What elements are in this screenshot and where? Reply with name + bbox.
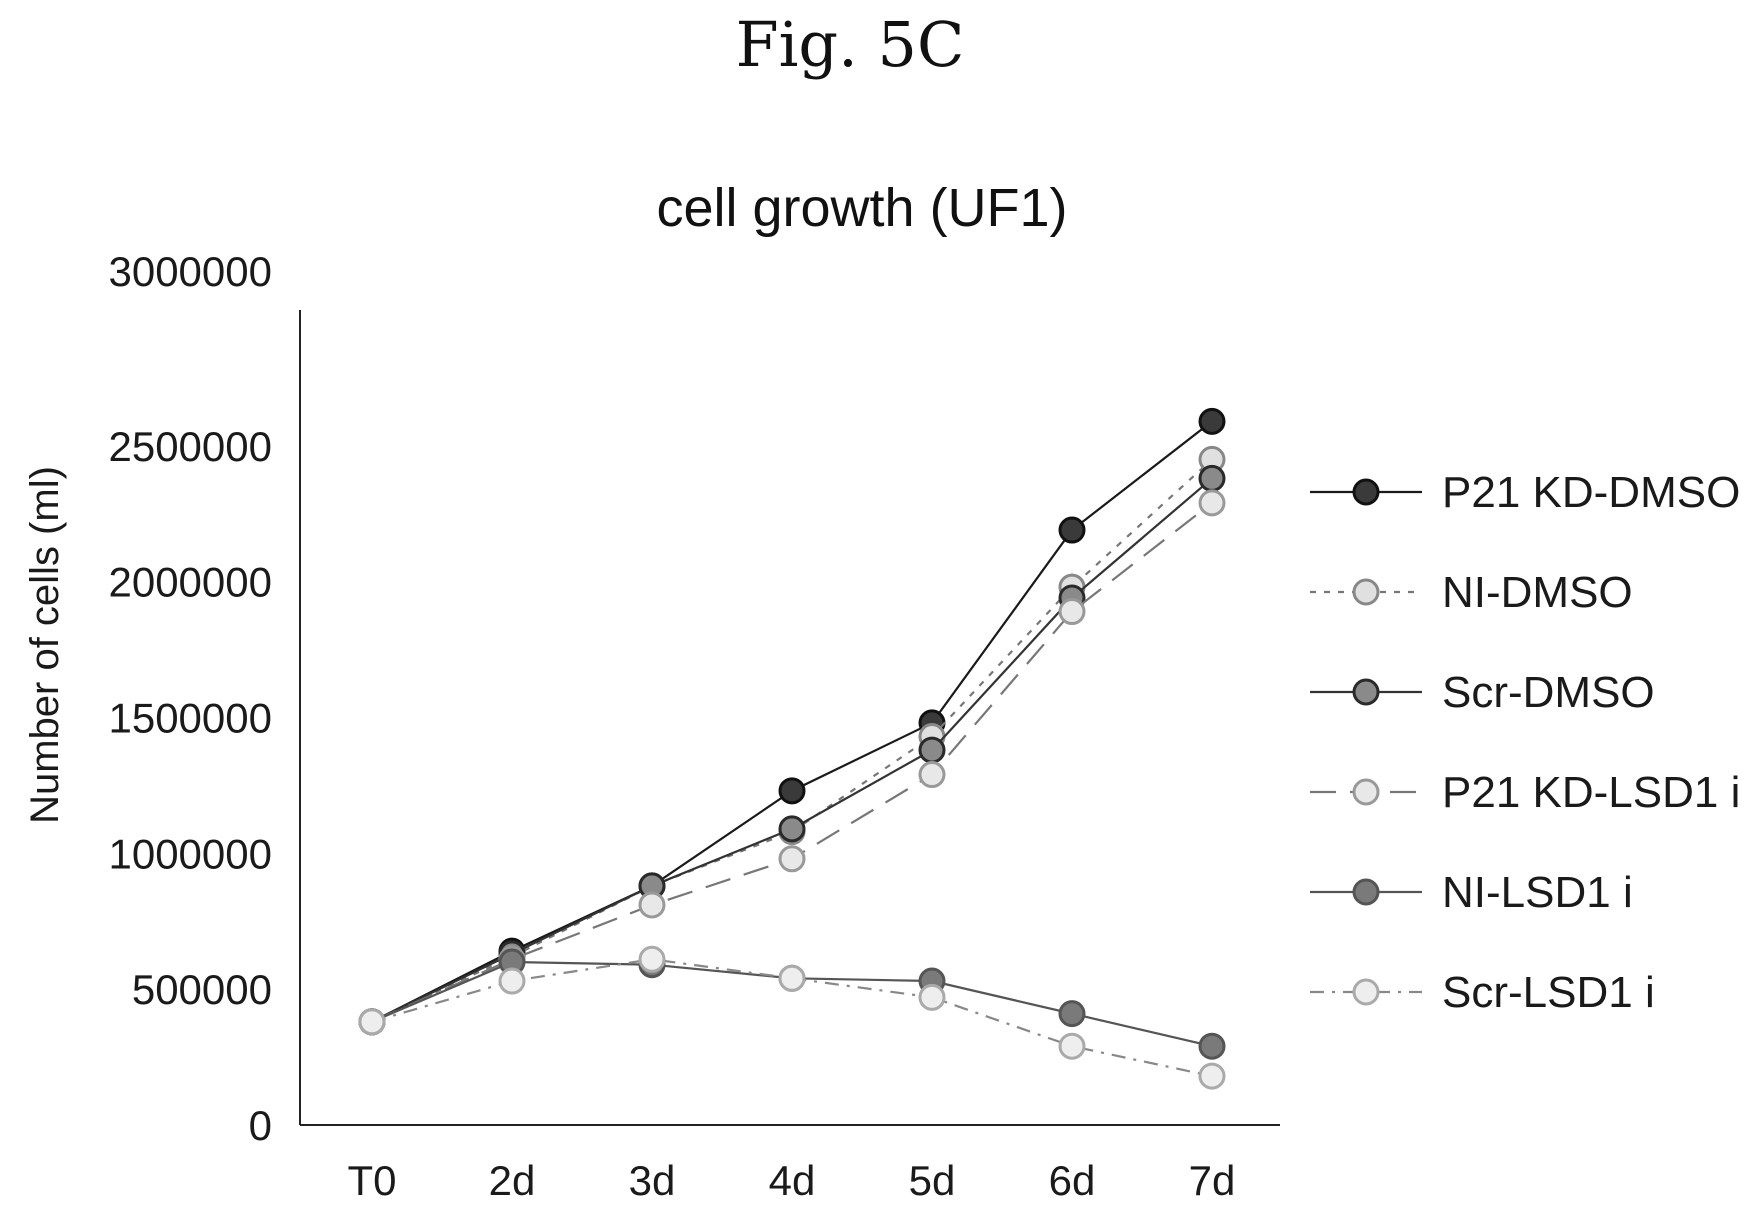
data-point [498, 967, 526, 995]
series-line [371, 477, 1213, 1023]
legend-marker [1352, 678, 1380, 706]
legend-label: Scr-DMSO [1442, 668, 1655, 717]
y-tick-label: 2500000 [108, 423, 272, 470]
x-tick-label: 2d [489, 1157, 536, 1204]
legend-label: P21 KD-LSD1 i [1442, 768, 1740, 817]
x-tick-label: T0 [347, 1157, 396, 1204]
y-tick-label: 500000 [132, 966, 272, 1013]
y-axis-ticks: 0 500000 1000000 1500000 2000000 2500000 30000… [108, 248, 272, 1149]
y-tick-label: 3000000 [108, 248, 272, 295]
data-point [918, 761, 946, 789]
chart-title: cell growth (UF1) [656, 178, 1067, 238]
y-axis-label: Number of cells (ml) [23, 466, 67, 824]
series-line [371, 420, 1213, 1023]
data-point [1198, 1062, 1226, 1090]
legend-label: NI-DMSO [1442, 568, 1633, 617]
series-group [358, 407, 1226, 1036]
x-tick-label: 6d [1049, 1157, 1096, 1204]
legend-marker [1352, 778, 1380, 806]
y-tick-label: 0 [249, 1102, 272, 1149]
data-point [1058, 516, 1086, 544]
series-group [358, 489, 1226, 1036]
figure-label: Fig. 5C [736, 8, 965, 81]
x-tick-label: 7d [1189, 1157, 1236, 1204]
data-point [1198, 489, 1226, 517]
data-point [1058, 1000, 1086, 1028]
legend-label: P21 KD-DMSO [1442, 468, 1740, 517]
legend: P21 KD-DMSO NI-DMSO Scr-DMSO P21 KD-LSD1 i N… [1310, 468, 1740, 1017]
x-tick-label: 5d [909, 1157, 956, 1204]
x-axis-ticks: T0 2d 3d 4d 5d 6d 7d [347, 1157, 1235, 1204]
data-point [778, 845, 806, 873]
data-point [778, 777, 806, 805]
series-group [358, 445, 1226, 1036]
series-line [371, 502, 1213, 1023]
data-point [358, 1008, 386, 1036]
legend-label: Scr-LSD1 i [1442, 968, 1655, 1017]
x-tick-label: 4d [769, 1157, 816, 1204]
legend-marker [1352, 478, 1380, 506]
legend-marker [1352, 978, 1380, 1006]
data-point [638, 891, 666, 919]
legend-label: NI-LSD1 i [1442, 868, 1633, 917]
data-point [638, 945, 666, 973]
data-point [1198, 464, 1226, 492]
series-group [358, 945, 1226, 1090]
legend-marker [1352, 578, 1380, 606]
data-point [778, 964, 806, 992]
series-layer [358, 407, 1226, 1090]
y-tick-label: 2000000 [108, 559, 272, 606]
data-point [1198, 1032, 1226, 1060]
data-point [1058, 1032, 1086, 1060]
legend-marker [1352, 878, 1380, 906]
data-point [1198, 407, 1226, 435]
x-tick-label: 3d [629, 1157, 676, 1204]
data-point [1058, 598, 1086, 626]
y-tick-label: 1000000 [108, 830, 272, 877]
axes [299, 310, 1280, 1126]
data-point [918, 736, 946, 764]
y-tick-label: 1500000 [108, 695, 272, 742]
data-point [778, 815, 806, 843]
series-line [371, 458, 1213, 1023]
data-point [918, 983, 946, 1011]
series-group [358, 464, 1226, 1036]
